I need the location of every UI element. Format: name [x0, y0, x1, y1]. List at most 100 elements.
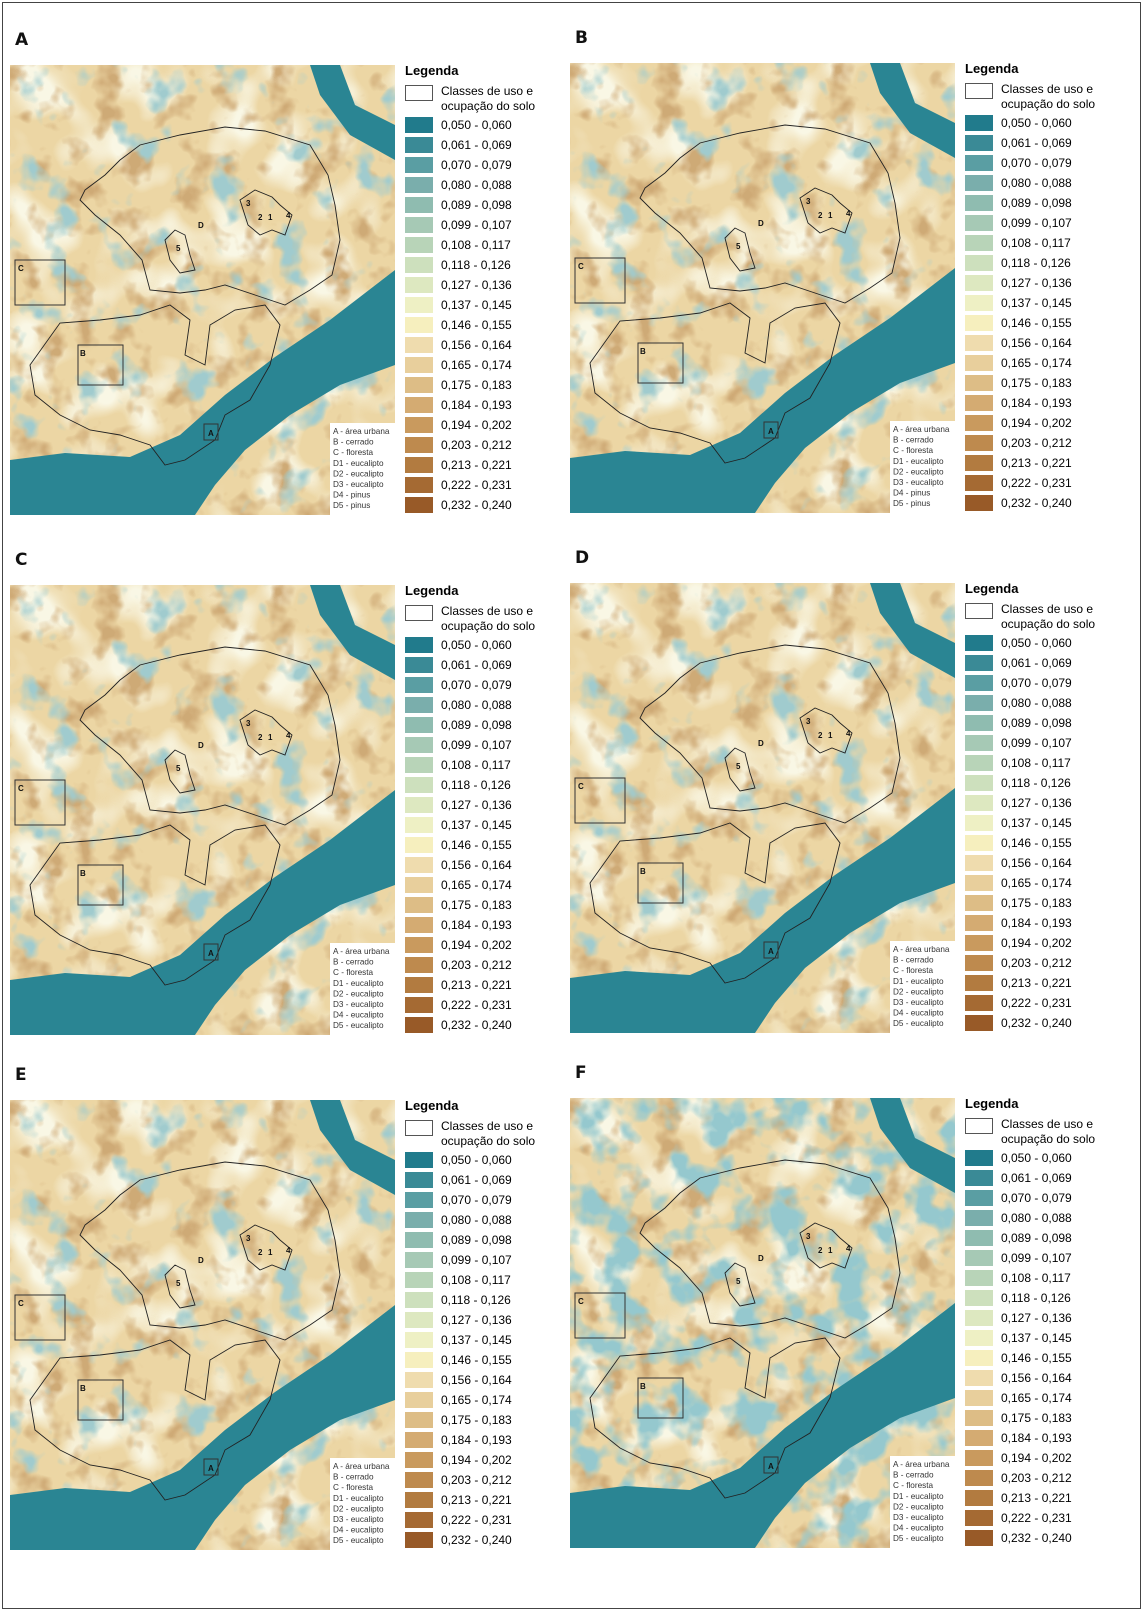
legend-class: 0,165 - 0,174 — [1001, 356, 1072, 370]
legend-class: 0,127 - 0,136 — [441, 1313, 512, 1327]
map-label: A — [208, 949, 214, 958]
legend-swatch — [965, 435, 993, 451]
legend-swatch — [965, 215, 993, 231]
legend-class: 0,137 - 0,145 — [1001, 296, 1072, 310]
key-entry: D5 - eucalipto — [333, 1536, 384, 1545]
legend-swatch — [965, 495, 993, 511]
legend-class: 0,061 - 0,069 — [1001, 1171, 1072, 1185]
legend-swatch — [965, 1310, 993, 1326]
legend-class: 0,222 - 0,231 — [441, 478, 512, 492]
legend-class: 0,213 - 0,221 — [1001, 976, 1072, 990]
legend-swatch — [405, 497, 433, 513]
legend-class: 0,118 - 0,126 — [441, 1293, 511, 1307]
legend-swatch — [965, 235, 993, 251]
key-entry: D1 - eucalipto — [333, 459, 384, 468]
legend-header: Classes de uso e ocupação do solo — [441, 604, 553, 634]
legend-swatch — [965, 795, 993, 811]
legend-class: 0,061 - 0,069 — [441, 658, 512, 672]
key-entry: D3 - eucalipto — [893, 478, 944, 487]
key-entry: D4 - pinus — [333, 491, 370, 500]
legend-swatch — [405, 897, 433, 913]
legend-swatch — [405, 1252, 433, 1268]
legend-class: 0,156 - 0,164 — [1001, 1371, 1072, 1385]
legend-swatch — [405, 1292, 433, 1308]
legend-class: 0,213 - 0,221 — [1001, 456, 1072, 470]
legend-class: 0,222 - 0,231 — [441, 1513, 512, 1527]
map-label: B — [640, 347, 646, 356]
legend-class: 0,137 - 0,145 — [441, 818, 512, 832]
map-label: 1 — [828, 731, 833, 740]
legend-header: Classes de uso e ocupação do solo — [1001, 82, 1113, 112]
legend-swatch — [965, 775, 993, 791]
map-label: 5 — [736, 1277, 741, 1286]
map-label: 4 — [846, 1244, 851, 1253]
key-entry: D4 - eucalipto — [893, 1009, 944, 1018]
legend-class: 0,089 - 0,098 — [441, 198, 512, 212]
map: ABCD12345A - área urbanaB - cerradoC - f… — [570, 1098, 955, 1548]
legend-class: 0,146 - 0,155 — [1001, 316, 1072, 330]
legend-swatch — [965, 195, 993, 211]
legend-class: 0,050 - 0,060 — [441, 1153, 512, 1167]
map-label: 2 — [818, 211, 823, 220]
legend-swatch — [965, 295, 993, 311]
legend-class: 0,165 - 0,174 — [1001, 1391, 1072, 1405]
legend-class: 0,184 - 0,193 — [1001, 916, 1072, 930]
legend-swatch — [405, 1152, 433, 1168]
legend-swatch — [965, 135, 993, 151]
legend-title: Legenda — [965, 581, 1018, 596]
legend-title: Legenda — [965, 61, 1018, 76]
legend-swatch — [405, 457, 433, 473]
legend-class: 0,050 - 0,060 — [441, 638, 512, 652]
map-label: 3 — [246, 1234, 251, 1243]
key-entry: D5 - pinus — [333, 501, 370, 510]
map-label: 4 — [286, 1246, 291, 1255]
legend-swatch — [965, 175, 993, 191]
map-label: B — [80, 869, 86, 878]
legend-class: 0,232 - 0,240 — [1001, 496, 1072, 510]
legend-swatch — [965, 115, 993, 131]
map-label: 3 — [806, 1232, 811, 1241]
legend-class: 0,213 - 0,221 — [441, 458, 512, 472]
legend-title: Legenda — [405, 583, 458, 598]
legend-class: 0,089 - 0,098 — [1001, 1231, 1072, 1245]
legend-class: 0,194 - 0,202 — [441, 418, 512, 432]
legend-class: 0,156 - 0,164 — [441, 1373, 512, 1387]
key-entry: D1 - eucalipto — [893, 977, 944, 986]
legend-class: 0,213 - 0,221 — [1001, 1491, 1072, 1505]
key-entry: C - floresta — [893, 446, 933, 455]
legend-class: 0,050 - 0,060 — [1001, 636, 1072, 650]
key-entry: D5 - eucalipto — [893, 1019, 944, 1028]
legend-swatch — [405, 437, 433, 453]
key-entry: A - área urbana — [893, 945, 950, 954]
legend-class: 0,108 - 0,117 — [1001, 1271, 1071, 1285]
map-label: C — [18, 784, 24, 793]
map-label: B — [640, 867, 646, 876]
legend-swatch — [405, 417, 433, 433]
legend-swatch — [405, 1172, 433, 1188]
legend-class: 0,108 - 0,117 — [1001, 236, 1071, 250]
legend-swatch — [965, 1270, 993, 1286]
legend-class: 0,089 - 0,098 — [1001, 716, 1072, 730]
legend-class: 0,118 - 0,126 — [1001, 776, 1071, 790]
legend-class: 0,070 - 0,079 — [1001, 676, 1072, 690]
legend-class: 0,146 - 0,155 — [1001, 836, 1072, 850]
legend-class: 0,232 - 0,240 — [1001, 1531, 1072, 1545]
legend-swatch — [965, 815, 993, 831]
key-entry: D4 - eucalipto — [333, 1526, 384, 1535]
panel-label: A — [15, 30, 28, 50]
legend-swatch — [965, 1150, 993, 1166]
legend-class: 0,213 - 0,221 — [441, 1493, 512, 1507]
legend-class: 0,203 - 0,212 — [441, 1473, 512, 1487]
panel-label: F — [575, 1063, 587, 1083]
map-label: 5 — [736, 242, 741, 251]
key-entry: B - cerrado — [893, 956, 934, 965]
key-entry: D4 - pinus — [893, 489, 930, 498]
legend-swatch — [405, 1452, 433, 1468]
legend-swatch — [405, 1432, 433, 1448]
key-entry: D5 - pinus — [893, 499, 930, 508]
key-entry: C - floresta — [333, 448, 373, 457]
legend-class: 0,184 - 0,193 — [1001, 1431, 1072, 1445]
map-label: D — [758, 219, 764, 228]
legend-swatch — [405, 777, 433, 793]
legend-swatch — [405, 277, 433, 293]
